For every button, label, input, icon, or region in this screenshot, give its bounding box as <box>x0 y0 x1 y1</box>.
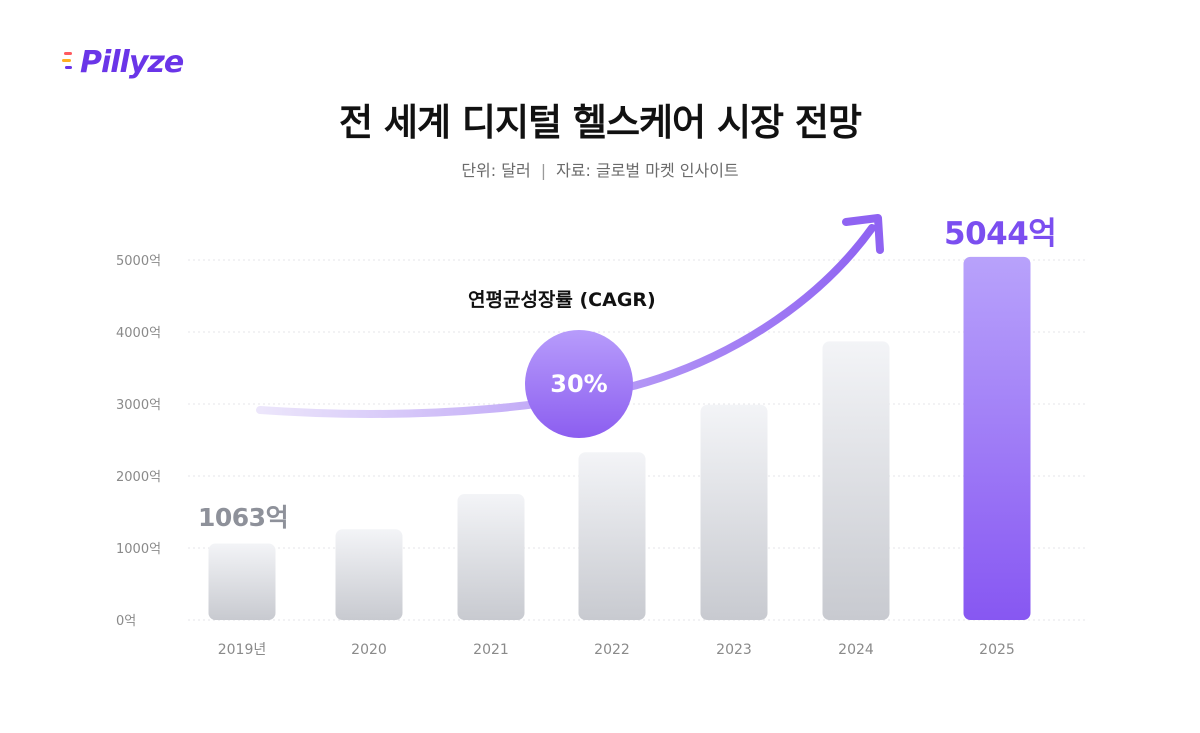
y-tick-label: 0억 <box>116 614 136 629</box>
cagr-badge: 30% <box>525 330 633 438</box>
y-tick-label: 3000억 <box>116 398 161 413</box>
logo-text: Pillyze <box>80 44 184 80</box>
y-tick-label: 2000억 <box>116 470 161 485</box>
last-value-label: 5044억 <box>944 216 1057 252</box>
x-tick-label: 2020 <box>351 642 387 658</box>
bar-1 <box>335 529 403 620</box>
y-tick-label: 5000억 <box>116 254 161 269</box>
x-tick-label: 2019년 <box>218 642 267 658</box>
logo-mark-icon <box>62 52 72 69</box>
cagr-value: 30% <box>550 370 608 398</box>
bar-3 <box>578 452 646 620</box>
brand-logo: Pillyze <box>62 44 184 80</box>
x-tick-label: 2025 <box>979 642 1015 658</box>
x-tick-label: 2021 <box>473 642 509 658</box>
unit-note: 단위: 달러 <box>461 161 531 180</box>
growth-arrow-head-icon <box>842 214 884 254</box>
growth-arrow-curve <box>256 224 876 418</box>
subtitle-separator: | <box>540 161 547 180</box>
bar-2 <box>457 494 525 620</box>
chart-title: 전 세계 디지털 헬스케어 시장 전망 <box>339 101 862 144</box>
x-tick-label: 2023 <box>716 642 752 658</box>
cagr-label: 연평균성장률 (CAGR) <box>468 289 656 311</box>
bar-0 <box>208 543 276 620</box>
bar-5 <box>822 341 890 620</box>
y-tick-label: 4000억 <box>116 326 161 341</box>
x-tick-label: 2024 <box>838 642 874 658</box>
y-tick-label: 1000억 <box>116 542 161 557</box>
chart-subtitle: 단위: 달러 | 자료: 글로벌 마켓 인사이트 <box>0 157 1200 181</box>
bar-6 <box>963 256 1031 620</box>
bar-4 <box>700 404 768 620</box>
source-note: 자료: 글로벌 마켓 인사이트 <box>556 161 739 180</box>
first-value-label: 1063억 <box>198 503 289 532</box>
x-tick-label: 2022 <box>594 642 630 658</box>
